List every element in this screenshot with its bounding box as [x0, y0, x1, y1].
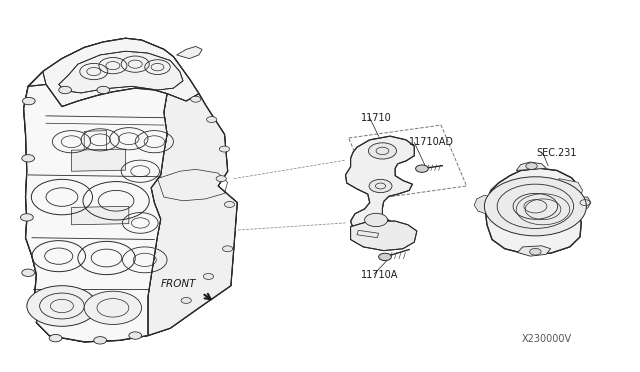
Circle shape [22, 269, 35, 276]
Polygon shape [72, 206, 129, 225]
Polygon shape [578, 197, 591, 209]
Polygon shape [486, 168, 582, 254]
Circle shape [94, 337, 106, 344]
Circle shape [22, 155, 35, 162]
Circle shape [97, 86, 109, 94]
Text: 11710A: 11710A [362, 270, 399, 280]
Polygon shape [43, 38, 199, 107]
Polygon shape [177, 46, 202, 59]
Circle shape [369, 143, 396, 159]
Polygon shape [346, 136, 414, 238]
Circle shape [216, 176, 227, 182]
Circle shape [379, 253, 392, 260]
Text: 11710: 11710 [362, 113, 392, 123]
Polygon shape [351, 221, 417, 251]
Circle shape [223, 246, 233, 252]
Circle shape [484, 177, 586, 236]
Circle shape [225, 202, 235, 208]
Circle shape [129, 332, 141, 339]
Circle shape [59, 86, 72, 94]
Circle shape [20, 214, 33, 221]
Polygon shape [59, 51, 183, 93]
Circle shape [526, 163, 538, 169]
Text: FRONT: FRONT [160, 279, 196, 289]
Polygon shape [148, 94, 237, 336]
Polygon shape [72, 149, 125, 171]
Text: SEC.231: SEC.231 [537, 148, 577, 158]
Polygon shape [518, 246, 550, 256]
Circle shape [369, 179, 392, 193]
Polygon shape [559, 179, 582, 197]
Circle shape [181, 298, 191, 304]
Circle shape [530, 248, 541, 255]
Circle shape [27, 286, 97, 326]
Text: 11710AD: 11710AD [409, 137, 454, 147]
Circle shape [22, 97, 35, 105]
Circle shape [49, 334, 62, 342]
Polygon shape [474, 190, 492, 214]
Circle shape [204, 273, 214, 279]
Circle shape [191, 96, 201, 102]
Circle shape [220, 146, 230, 152]
Polygon shape [24, 84, 167, 342]
Circle shape [365, 213, 388, 227]
Circle shape [415, 165, 428, 172]
Polygon shape [516, 162, 546, 170]
Circle shape [84, 291, 141, 324]
Polygon shape [24, 38, 237, 342]
Circle shape [207, 116, 217, 122]
Text: X230000V: X230000V [522, 334, 572, 344]
